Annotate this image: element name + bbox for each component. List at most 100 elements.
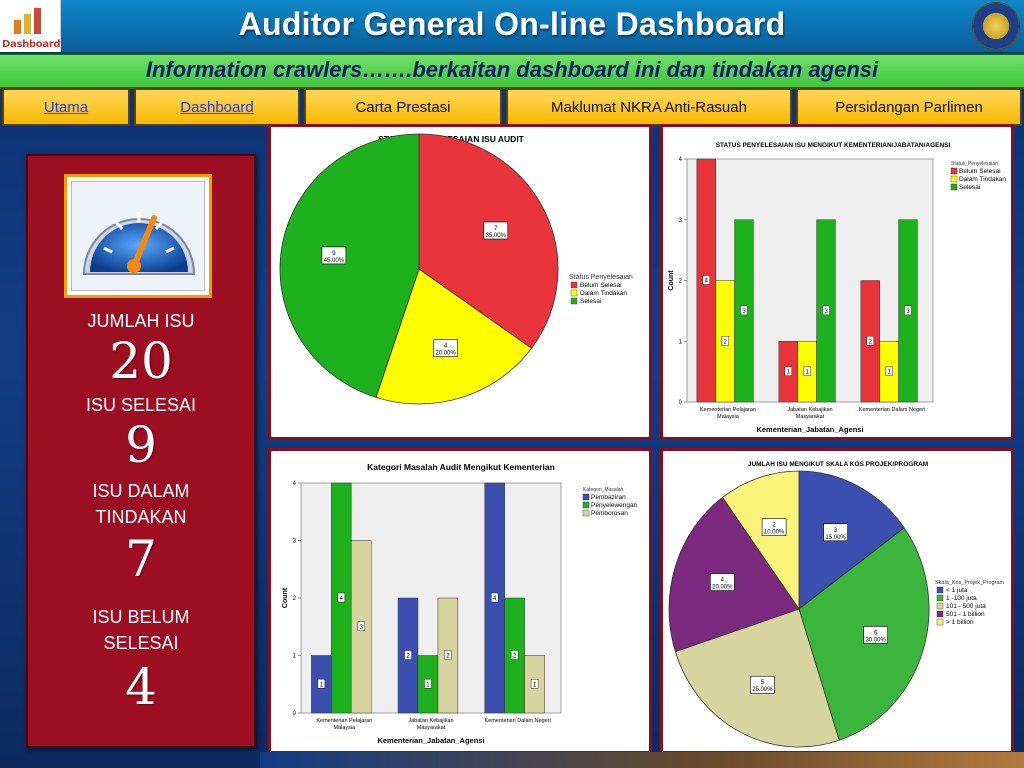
slice-percent-label: 10.00% [764,530,785,536]
x-axis-label: Kementerian_Jabatan_Agensi [756,425,863,434]
y-tick-label: 1 [679,339,683,345]
slice-count-label: 7 [494,226,498,232]
legend-swatch [570,297,578,305]
x-tick-label: Jabatan Kebajikan [787,407,832,413]
slice-count-label: 2 [772,523,776,529]
bar-value-label: 2 [723,339,727,345]
bar-chart-icon [14,8,41,34]
slice-label-box [823,523,848,542]
bar-value-box [444,650,452,660]
legend-swatch [950,175,958,183]
bar-value-box [740,305,748,316]
chart-status-by-agency[interactable]: STATUS PENYELESAIAN ISU MENGIKUT KEMENTE… [660,124,1014,440]
bar-value-label: 4 [493,596,497,602]
chart-cost-scale-pie[interactable]: JUMLAH ISU MENGIKUT SKALA KOS PROJEK/PRO… [660,448,1014,754]
slice-count-label: 3 [834,528,838,534]
legend-item: Belum Selesai [580,282,622,289]
legend-item: 101 - 500 juta [946,603,986,610]
bar-value-box [530,679,539,689]
legend-title: Status Penyelesaian [569,274,633,281]
bar-value-box [404,650,412,660]
slice-percent-label: 25.00% [752,687,773,693]
legend-swatch [582,493,590,501]
x-tick-label: Jabatan Kebajikan [408,718,453,724]
slice-label-box [710,573,735,591]
bar-value-box [337,592,346,603]
slice-percent-label: 45.00% [324,258,345,264]
y-axis-label: Count [282,587,289,608]
tab-utama[interactable]: Utama [2,88,130,126]
bar-value-label: 4 [705,279,709,285]
tab-maklumat-nkra[interactable]: Maklumat NKRA Anti-Rasuah [506,88,792,126]
chart-status-pie[interactable]: STATUS PENYELESAIAN ISU AUDIT735.00%420.… [268,124,652,440]
bar-value-label: 4 [340,596,344,602]
inprogress-issues-label-line1: ISU DALAM [92,481,190,501]
bar-value-box [721,336,729,346]
bar-value-box [357,621,365,631]
legend-item: Penyelewengan [591,502,638,509]
legend-swatch [936,610,944,618]
unresolved-issues-label-line1: ISU BELUM [92,607,190,627]
bar-value-box [317,679,326,689]
slice-percent-label: 30.00% [865,637,886,643]
slice-label-box [321,246,347,265]
slice-label-box [433,339,458,357]
legend-item: 1 -100 juta [946,595,977,602]
resolved-issues-label: ISU SELESAI [85,395,197,415]
bar-value-box [904,305,912,316]
agency-seal-icon [972,2,1020,50]
bar-value-box [822,305,830,316]
legend-swatch [936,586,944,594]
speedometer-icon [82,212,196,275]
legend-item: > 1 billion [946,619,974,626]
summary-panel: JUMLAH ISU 20 ISU SELESAI 9 ISU DALAM TI… [26,154,256,748]
inprogress-issues-label-line2: TINDAKAN [95,507,187,527]
x-axis-label: Kementerian_Jabatan_Agensi [377,736,484,745]
legend-swatch [950,183,958,191]
y-tick-label: 0 [679,400,683,406]
tab-carta-prestasi[interactable]: Carta Prestasi [304,88,502,126]
dashboard-logo[interactable]: Dashboard [0,0,61,52]
y-tick-label: 3 [293,539,297,545]
y-tick-label: 3 [679,218,683,224]
slice-count-label: 4 [721,578,725,584]
unresolved-issues-value: 4 [125,658,157,716]
slice-percent-label: 15.00% [825,535,846,541]
pie-chart-svg: STATUS PENYELESAIAN ISU AUDIT735.00%420.… [279,133,633,405]
x-tick-label: Kementerian Dalam Negeri [859,407,925,413]
slice-label-box [750,675,775,694]
y-tick-label: 4 [293,481,297,487]
legend-title: Status_Penyelesaian [951,161,998,167]
bar-value-label: 2 [406,654,410,660]
chart-problem-category[interactable]: Kategori Masalah Audit Mengikut Kementer… [268,448,652,754]
bar-value-label: 3 [742,309,746,315]
slice-label-box [863,626,888,644]
x-tick-label: Masyarakat [417,725,446,731]
bar-chart-svg: Kategori Masalah Audit Mengikut Kementer… [282,462,638,745]
chart-title: JUMLAH ISU MENGIKUT SKALA KOS PROJEK/PRO… [748,461,928,468]
legend-item: < 1 juta [946,587,968,594]
x-tick-label: Kementerian Dalam Negeri [484,718,550,724]
title-bar: Dashboard Auditor General On-line Dashbo… [0,0,1024,54]
slice-percent-label: 20.00% [435,351,456,357]
bar-value-box [510,650,519,660]
bar-value-label: 1 [320,682,324,688]
legend-title: Skala_Kos_Projek_Program [935,580,1005,586]
slice-count-label: 6 [874,630,878,636]
pie-slice [798,470,905,610]
slice-count-label: 5 [761,680,765,686]
x-tick-label: Malaysia [333,725,356,731]
tab-dashboard[interactable]: Dashboard [134,88,300,126]
bar-value-label: 3 [906,309,910,315]
y-axis-label: Count [668,270,675,291]
resolved-issues-value: 9 [125,416,157,474]
slice-count-label: 4 [444,344,448,350]
bar-value-label: 2 [446,654,450,660]
gauge-frame [64,174,212,298]
legend-swatch [936,618,944,626]
bar-value-label: 2 [869,339,873,345]
tab-persidangan-parlimen[interactable]: Persidangan Parlimen [796,88,1022,126]
slice-count-label: 9 [332,251,336,257]
legend-item: Dalam Tindakan [580,290,627,297]
x-tick-label: Kementerian Pelajaran [700,407,756,413]
